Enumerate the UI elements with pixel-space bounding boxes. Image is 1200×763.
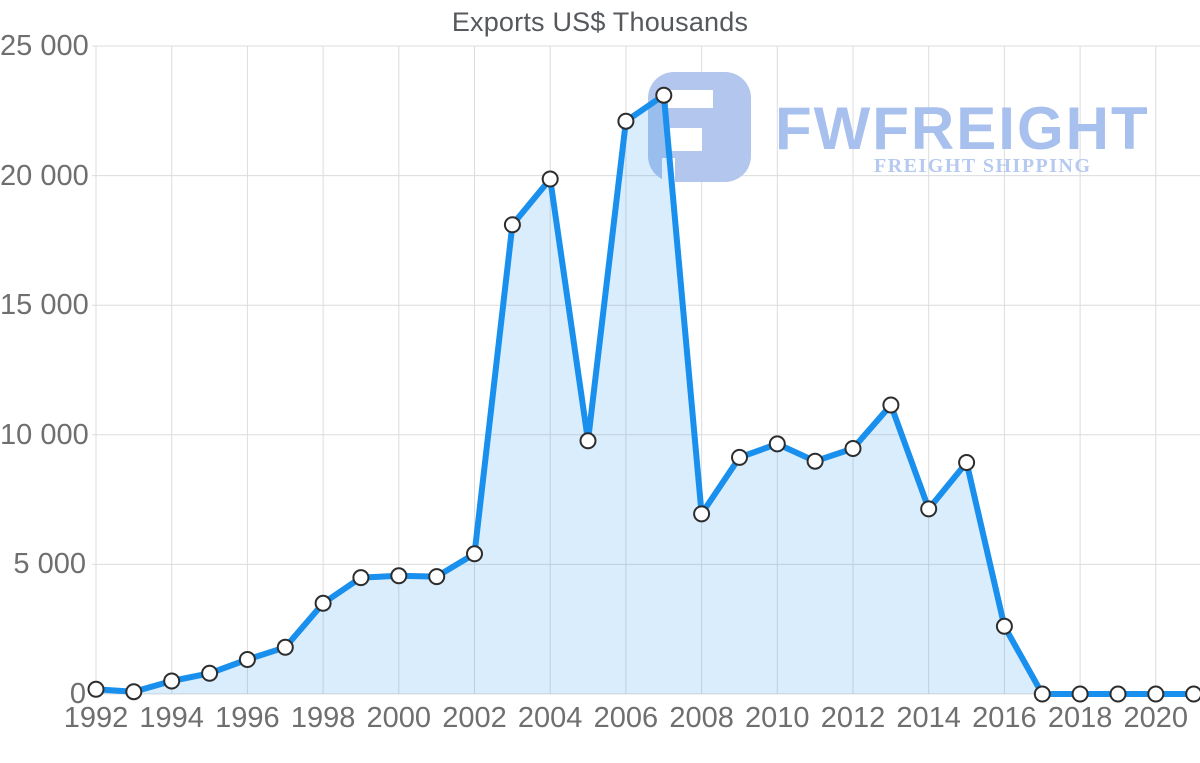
data-point-1997 [276, 638, 294, 656]
data-point-2002 [466, 545, 483, 563]
data-point-2010 [768, 435, 786, 453]
data-point-2005 [579, 432, 597, 450]
y-tick-label: 10 000 [0, 418, 89, 451]
data-point-1994 [163, 672, 181, 690]
x-tick-label: 2004 [517, 702, 583, 734]
data-point-1998 [314, 594, 332, 612]
data-point-2008 [693, 505, 711, 523]
y-tick-label: 5 000 [13, 548, 86, 581]
data-point-2007 [655, 86, 673, 104]
data-point-2013 [882, 396, 900, 414]
data-point-2014 [920, 500, 938, 518]
data-point-2009 [731, 448, 748, 466]
chart-title: Exports US$ Thousands [451, 7, 749, 37]
data-point-2018 [1071, 685, 1089, 703]
data-point-2001 [428, 568, 446, 586]
y-tick-label: 25 000 [0, 30, 89, 62]
data-point-1995 [201, 664, 219, 682]
y-tick-label: 0 [69, 678, 86, 710]
data-point-2016 [995, 617, 1013, 635]
y-tick-label: 15 000 [0, 289, 89, 322]
data-point-1999 [352, 569, 370, 587]
x-tick-label: 2008 [669, 702, 734, 734]
series-area-fill [96, 95, 1194, 694]
x-tick-label: 2002 [442, 702, 507, 734]
x-tick-label: 2020 [1123, 702, 1189, 734]
data-point-2017 [1033, 685, 1051, 703]
data-point-1996 [238, 651, 256, 668]
x-tick-label: 2016 [972, 702, 1037, 734]
x-tick-label: 2006 [593, 702, 659, 734]
data-point-2000 [390, 567, 408, 585]
data-point-2021 [1185, 685, 1200, 703]
data-point-1993 [125, 683, 143, 701]
x-tick-label: 2018 [1047, 702, 1113, 734]
y-tick-label: 20 000 [0, 159, 89, 192]
x-tick-label: 1992 [63, 702, 129, 734]
data-point-2006 [617, 112, 635, 130]
x-tick-label: 2014 [896, 702, 961, 734]
data-point-2019 [1109, 685, 1127, 703]
data-point-2015 [958, 454, 976, 471]
data-point-2012 [844, 440, 862, 457]
x-tick-label: 1998 [290, 702, 356, 734]
data-point-2020 [1147, 685, 1165, 703]
data-point-2004 [541, 170, 559, 188]
x-tick-label: 2010 [745, 702, 810, 734]
x-tick-label: 1996 [215, 702, 280, 734]
data-point-2011 [806, 452, 824, 470]
x-tick-label: 1994 [139, 702, 204, 734]
data-point-2003 [503, 216, 521, 234]
x-tick-label: 2012 [820, 702, 886, 734]
x-tick-label: 2000 [366, 702, 432, 734]
data-point-1992 [87, 680, 105, 698]
